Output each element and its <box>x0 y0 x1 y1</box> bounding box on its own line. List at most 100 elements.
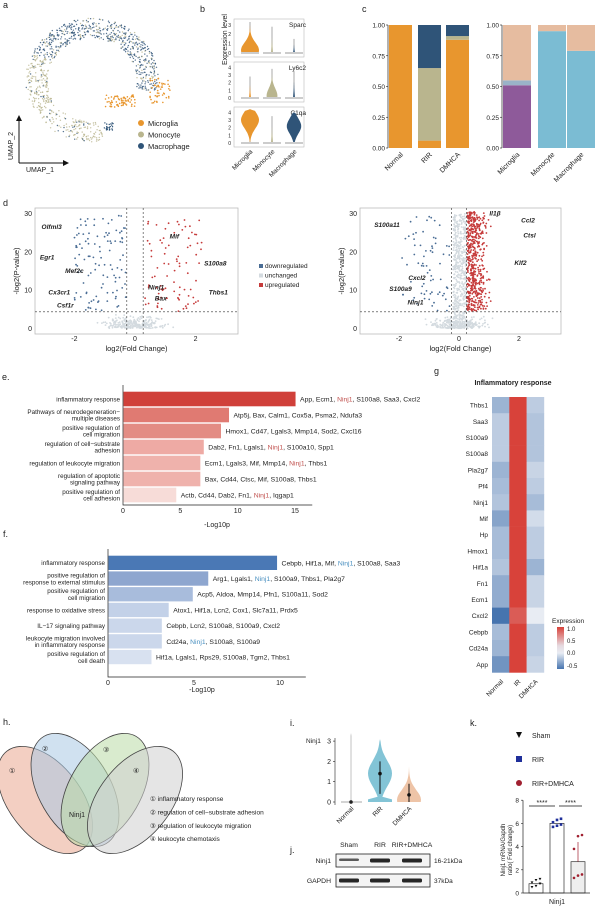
umap-point <box>140 44 142 46</box>
x-tick-label: 0 <box>106 680 110 687</box>
gene-point <box>137 325 139 327</box>
umap-point <box>66 43 69 45</box>
umap-point <box>37 94 39 96</box>
heatmap-cell <box>526 397 545 414</box>
umap-point <box>42 109 44 111</box>
umap-point <box>44 85 46 87</box>
highlight-gene: Ninj1 <box>254 492 270 499</box>
gene-point <box>445 245 448 247</box>
gene-point <box>122 323 124 326</box>
enrichment-bar <box>108 602 169 618</box>
umap-point <box>127 44 130 47</box>
gene-point <box>467 271 469 273</box>
gene-point <box>467 304 470 307</box>
y-tick-label: 1 <box>228 42 231 48</box>
heatmap-cell <box>526 607 545 625</box>
umap-point <box>65 41 67 43</box>
umap-point <box>152 101 155 104</box>
y-tick-label: 2 <box>327 759 331 766</box>
gene-point <box>454 231 457 234</box>
gene-point <box>75 263 77 266</box>
row-label: Fn1 <box>477 581 489 588</box>
row-label: S100a8 <box>466 451 489 458</box>
umap-point <box>141 47 144 49</box>
separator: , <box>229 607 233 614</box>
umap-point <box>108 128 111 131</box>
umap-point <box>32 58 34 61</box>
gene-point <box>119 323 121 326</box>
umap-point <box>51 56 53 58</box>
gene-point <box>109 240 112 243</box>
gene-point <box>164 227 167 230</box>
umap-point <box>44 74 47 77</box>
gene-point <box>456 250 458 253</box>
umap-point <box>146 55 148 57</box>
umap-point <box>148 50 151 53</box>
umap-point <box>73 32 75 34</box>
gene-label: Csf1r <box>57 302 74 309</box>
gene-point <box>476 260 478 263</box>
gene-point <box>138 320 140 323</box>
umap-point <box>105 32 108 35</box>
bar-segment <box>446 39 469 149</box>
gene-point <box>409 220 412 223</box>
umap-point <box>110 27 113 30</box>
umap-point <box>56 34 59 36</box>
umap-point <box>99 30 102 32</box>
umap-point <box>167 87 170 90</box>
gene-point <box>460 262 463 265</box>
gene-point <box>139 316 142 318</box>
gene-point <box>116 324 118 326</box>
gene-point <box>446 309 448 312</box>
umap-point <box>66 126 68 128</box>
umap-point <box>96 129 98 131</box>
umap-point <box>160 86 163 88</box>
umap-point <box>135 46 138 48</box>
data-point <box>580 873 584 876</box>
gene-point <box>482 323 484 325</box>
gene-point <box>457 325 459 328</box>
gene-point <box>435 318 438 320</box>
term-line: cell migration <box>83 432 121 439</box>
gene-point <box>474 286 476 288</box>
y-tick-label: 4 <box>228 65 231 71</box>
umap-point <box>34 99 36 102</box>
umap-point <box>132 36 134 38</box>
gene-point <box>123 318 126 321</box>
gene-point <box>459 284 461 287</box>
heatmap-cell <box>509 526 527 544</box>
gene-point <box>470 223 473 226</box>
gene: Calm1 <box>268 412 288 419</box>
gene-point <box>464 293 467 296</box>
gene-point <box>163 252 166 255</box>
gene-point <box>459 304 461 307</box>
umap-point <box>106 123 108 125</box>
gene-point <box>453 293 456 296</box>
umap-point <box>120 24 123 26</box>
gene-point <box>160 318 163 320</box>
gene-point <box>136 326 138 329</box>
gene-point <box>472 326 475 328</box>
gene-point <box>439 262 441 265</box>
umap-point <box>78 27 80 29</box>
gene-point <box>477 308 479 311</box>
umap-point <box>145 77 147 79</box>
umap-point <box>30 86 32 88</box>
umap-point <box>115 38 117 41</box>
umap-point <box>71 26 73 28</box>
umap-point <box>78 125 80 127</box>
umap-point <box>145 58 147 60</box>
gene-point <box>439 319 442 322</box>
umap-point <box>33 75 35 78</box>
term-line: cell death <box>78 658 105 665</box>
y-tick-label: 1 <box>228 88 231 94</box>
gene-point <box>111 268 114 271</box>
umap-point <box>39 112 42 114</box>
data-point <box>530 886 534 889</box>
gene-point <box>461 245 464 248</box>
gene-point <box>464 253 467 256</box>
gene-point <box>98 246 101 248</box>
gene-label: Bax <box>155 295 167 302</box>
row-label: Pf4 <box>478 484 488 491</box>
